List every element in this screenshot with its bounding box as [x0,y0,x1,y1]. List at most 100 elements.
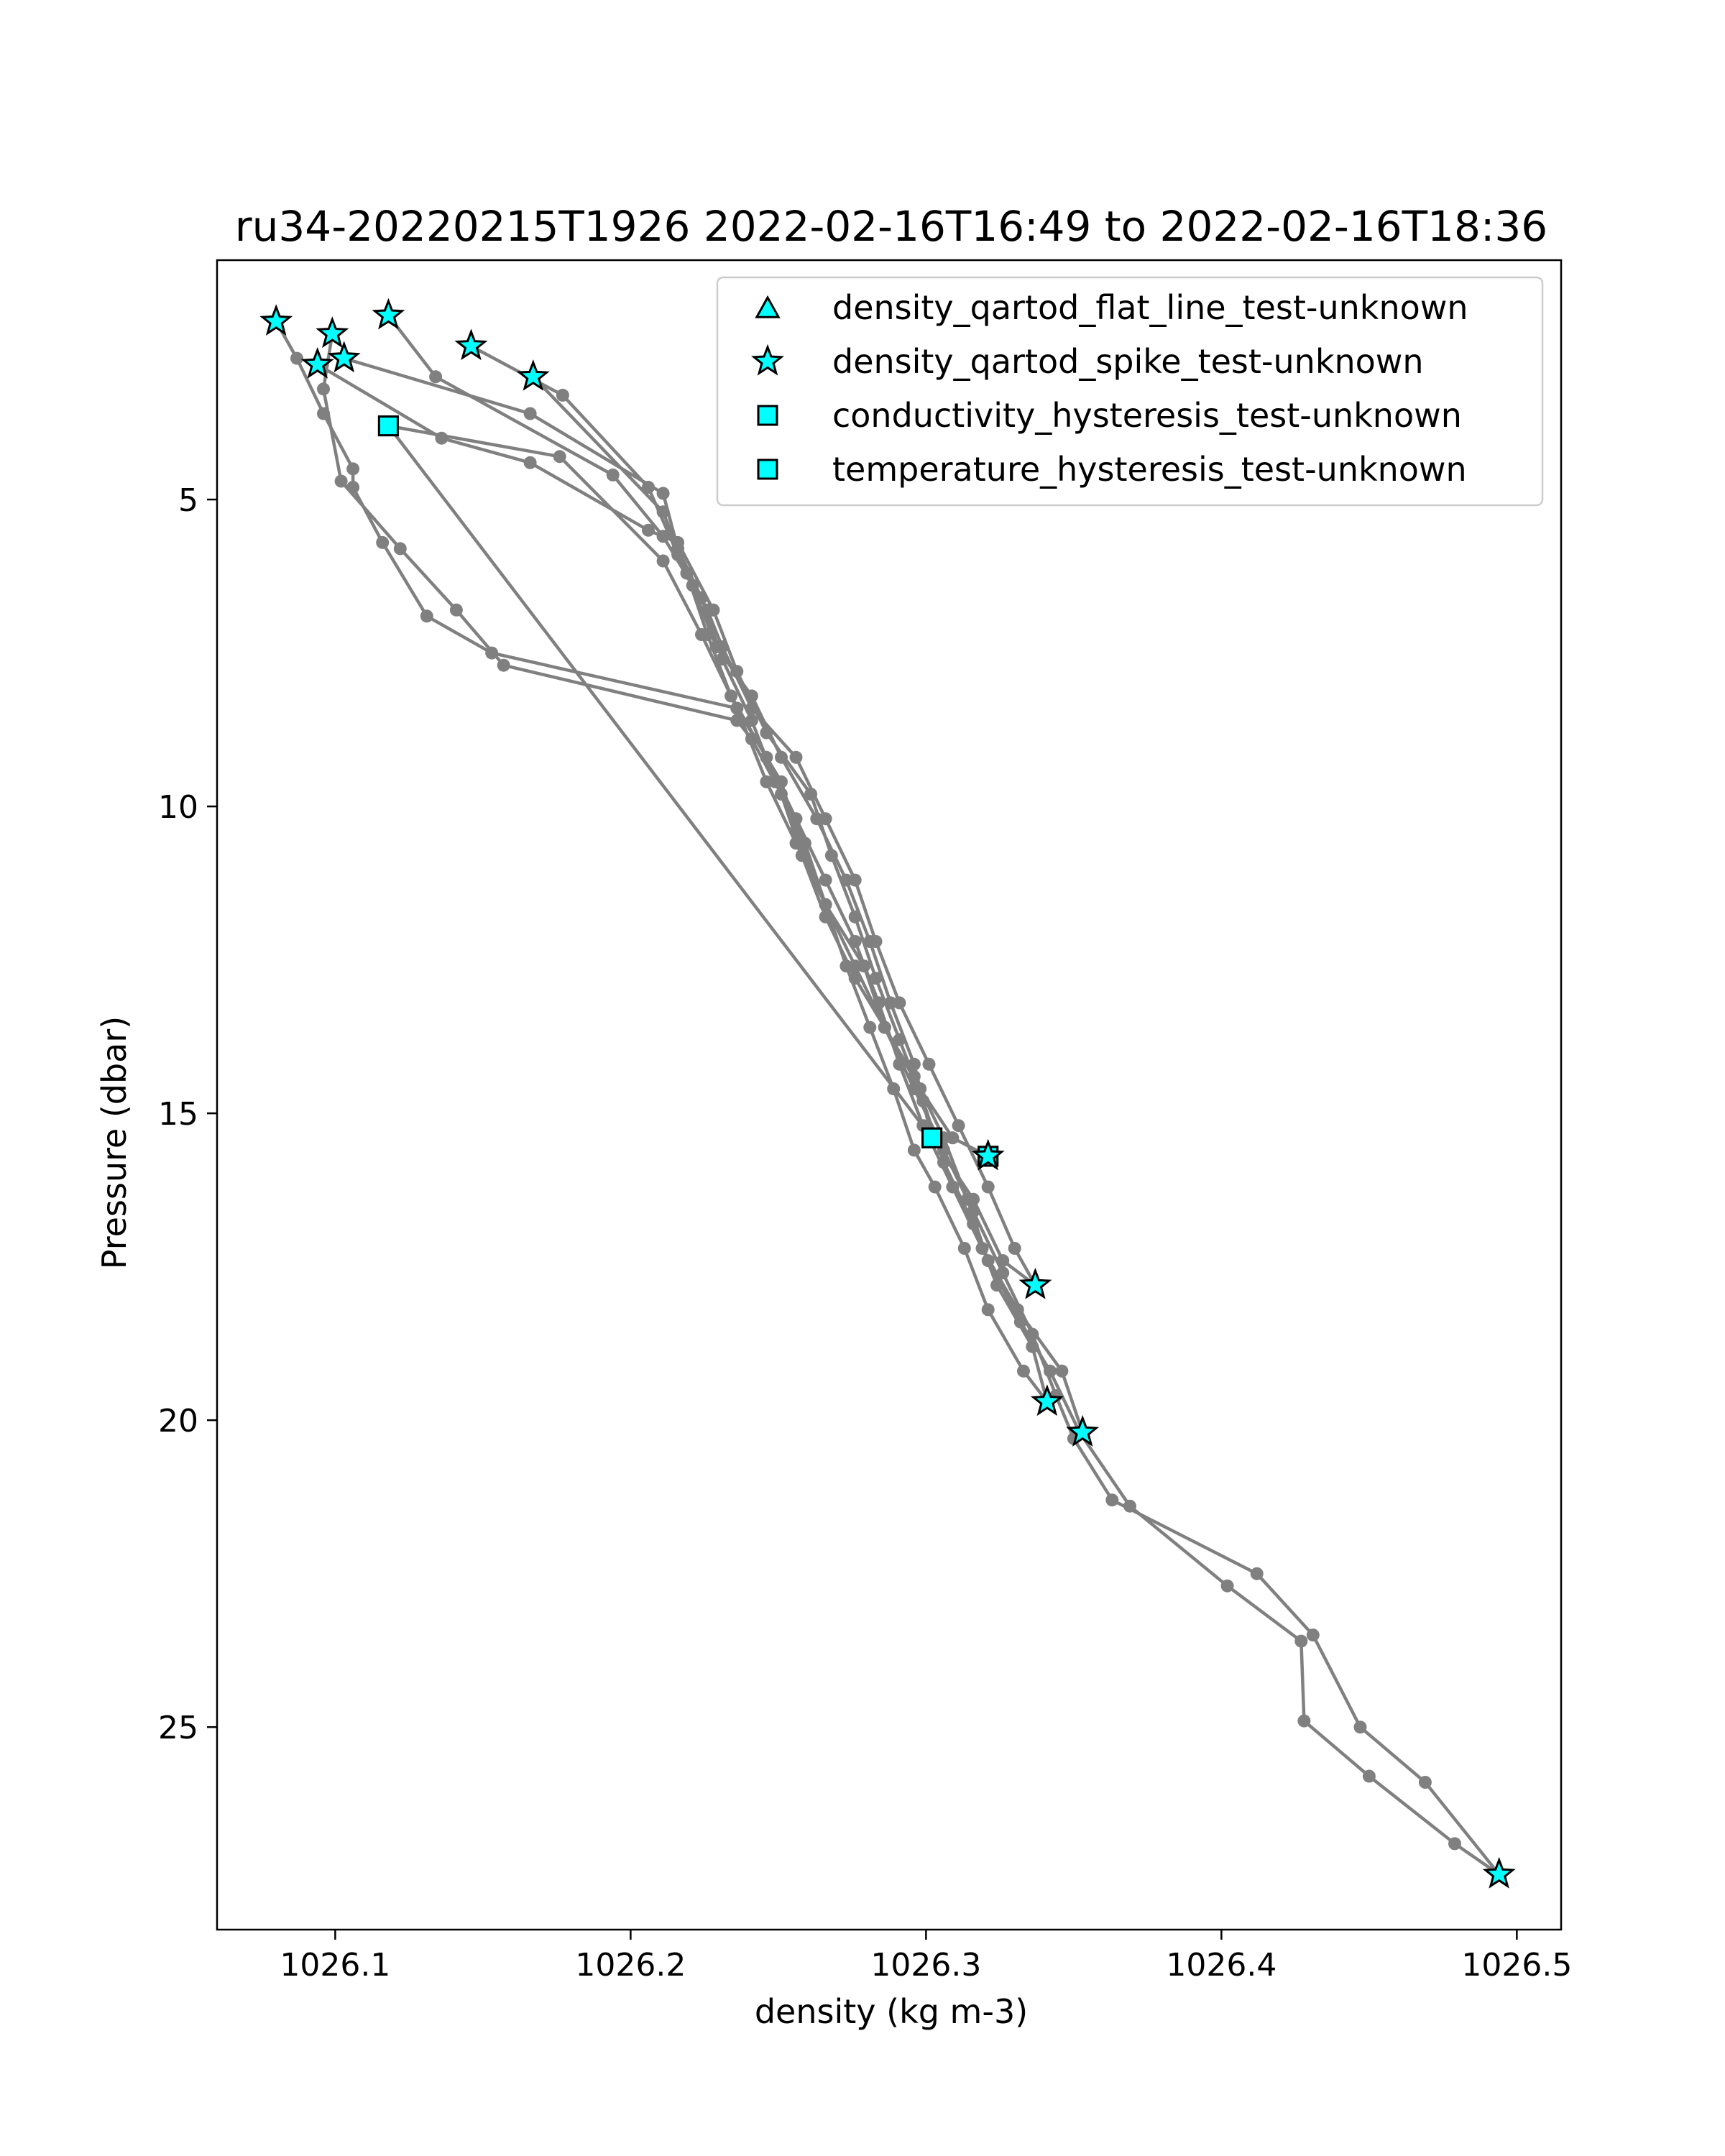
spike-flag-marker [316,316,349,349]
data-point [928,1180,942,1194]
data-point [656,487,670,500]
data-point [789,812,803,826]
data-point [893,1033,906,1046]
legend-label: conductivity_hysteresis_test-unknown [832,396,1462,435]
data-point [715,640,729,653]
data-point [760,775,773,788]
data-point [878,1021,891,1034]
data-point [671,535,685,549]
data-point [907,1057,921,1071]
data-point [907,1069,921,1083]
data-point [317,407,330,420]
legend-label: density_qartod_spike_test-unknown [832,342,1424,381]
data-point [745,732,758,746]
data-point [872,996,886,1010]
data-point [656,554,670,568]
data-point [957,1242,971,1255]
data-point [695,628,708,641]
data-point [916,1095,930,1107]
data-point [1297,1714,1311,1728]
data-point [795,849,809,862]
data-point [775,750,788,764]
data-point [996,1254,1010,1268]
legend-triangle-icon [755,295,781,318]
data-point [715,653,729,666]
data-point [840,959,853,973]
data-point [686,579,699,592]
data-point [1250,1567,1264,1580]
data-point [724,689,738,703]
data-point [798,837,811,850]
data-point [893,996,906,1010]
data-point [819,873,832,887]
data-point [1306,1628,1320,1642]
data-point [810,812,824,826]
data-point [819,812,832,826]
legend: density_qartod_flat_line_test-unknownden… [716,276,1544,507]
spike-flag-marker [372,298,405,330]
data-point [642,523,655,537]
spike-flag-marker [516,359,550,391]
spike-flag-marker [1018,1268,1052,1299]
data-point [745,714,758,727]
spike-flag-marker [1030,1384,1064,1416]
legend-frame [716,276,1544,507]
data-point [497,658,510,672]
hysteresis-flag-marker [921,1127,943,1148]
data-point [848,959,862,973]
data-point [730,714,744,727]
data-point [334,474,348,488]
data-point [1017,1364,1030,1378]
data-point [730,701,744,715]
data-point [887,1082,901,1095]
legend-square-icon [757,459,778,480]
data-point [485,646,499,660]
data-point [967,1192,980,1206]
data-point [848,873,862,887]
data-point [848,935,862,948]
x-tick-label: 1026.1 [280,1947,390,1984]
data-point [1353,1720,1367,1734]
x-tick-label: 1026.4 [1166,1947,1276,1984]
data-point [1362,1769,1376,1783]
data-point [523,407,537,420]
data-point [857,959,871,973]
data-point [290,351,303,365]
data-point [946,1180,960,1194]
data-point [967,1217,980,1230]
data-point [1026,1327,1039,1341]
y-tick-label: 20 [158,1403,198,1439]
data-point [1448,1837,1461,1851]
data-point [642,481,655,494]
data-point [996,1266,1010,1280]
data-point [553,450,566,464]
legend-label: temperature_hysteresis_test-unknown [832,450,1467,489]
data-point [393,542,407,556]
data-point [863,1021,877,1034]
data-point [840,873,853,887]
data-point [429,370,443,384]
data-point [990,1279,1003,1292]
data-point [730,665,744,678]
data-point [745,701,758,715]
data-point [1044,1364,1057,1378]
data-point [893,1057,906,1071]
spike-flag-marker [1482,1856,1516,1889]
data-point [981,1254,995,1268]
data-point [824,849,838,862]
x-tick-label: 1026.2 [575,1947,686,1984]
data-point [376,535,390,549]
spike-flag-marker [327,341,361,373]
data-point [789,824,803,838]
legend-label: density_qartod_flat_line_test-unknown [832,288,1468,327]
data-point [848,910,862,923]
x-tick-label: 1026.5 [1461,1947,1572,1984]
data-point [981,1180,995,1194]
data-point [869,935,883,948]
data-point [1294,1634,1308,1648]
data-point [946,1131,960,1145]
data-point [760,726,773,740]
data-point [1011,1303,1024,1317]
data-point [420,609,433,623]
